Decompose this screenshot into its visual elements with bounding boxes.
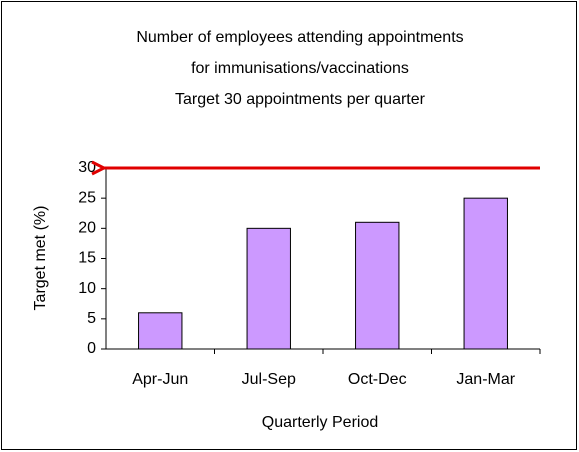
y-tick-label: 10 [78, 280, 96, 297]
x-tick-label: Jul-Sep [242, 371, 296, 388]
bar [463, 197, 508, 350]
bar [355, 221, 400, 350]
y-tick-label: 30 [78, 159, 96, 176]
chart-title: for immunisations/vaccinations [191, 60, 409, 77]
y-tick-label: 0 [87, 340, 96, 357]
x-tick-label: Jan-Mar [456, 371, 515, 388]
chart-title: Number of employees attending appointmen… [136, 29, 463, 46]
y-tick-label: 15 [78, 250, 96, 267]
y-tick-label: 25 [78, 189, 96, 206]
y-tick-label: 5 [87, 310, 96, 327]
bar [138, 312, 183, 350]
x-tick-label: Oct-Dec [348, 371, 407, 388]
chart-title: Target 30 appointments per quarter [175, 91, 426, 108]
bar [246, 227, 291, 350]
y-tick-label: 20 [78, 220, 96, 237]
x-axis-label: Quarterly Period [262, 414, 379, 431]
y-axis-label: Target met (%) [32, 206, 49, 311]
x-tick-label: Apr-Jun [132, 371, 188, 388]
